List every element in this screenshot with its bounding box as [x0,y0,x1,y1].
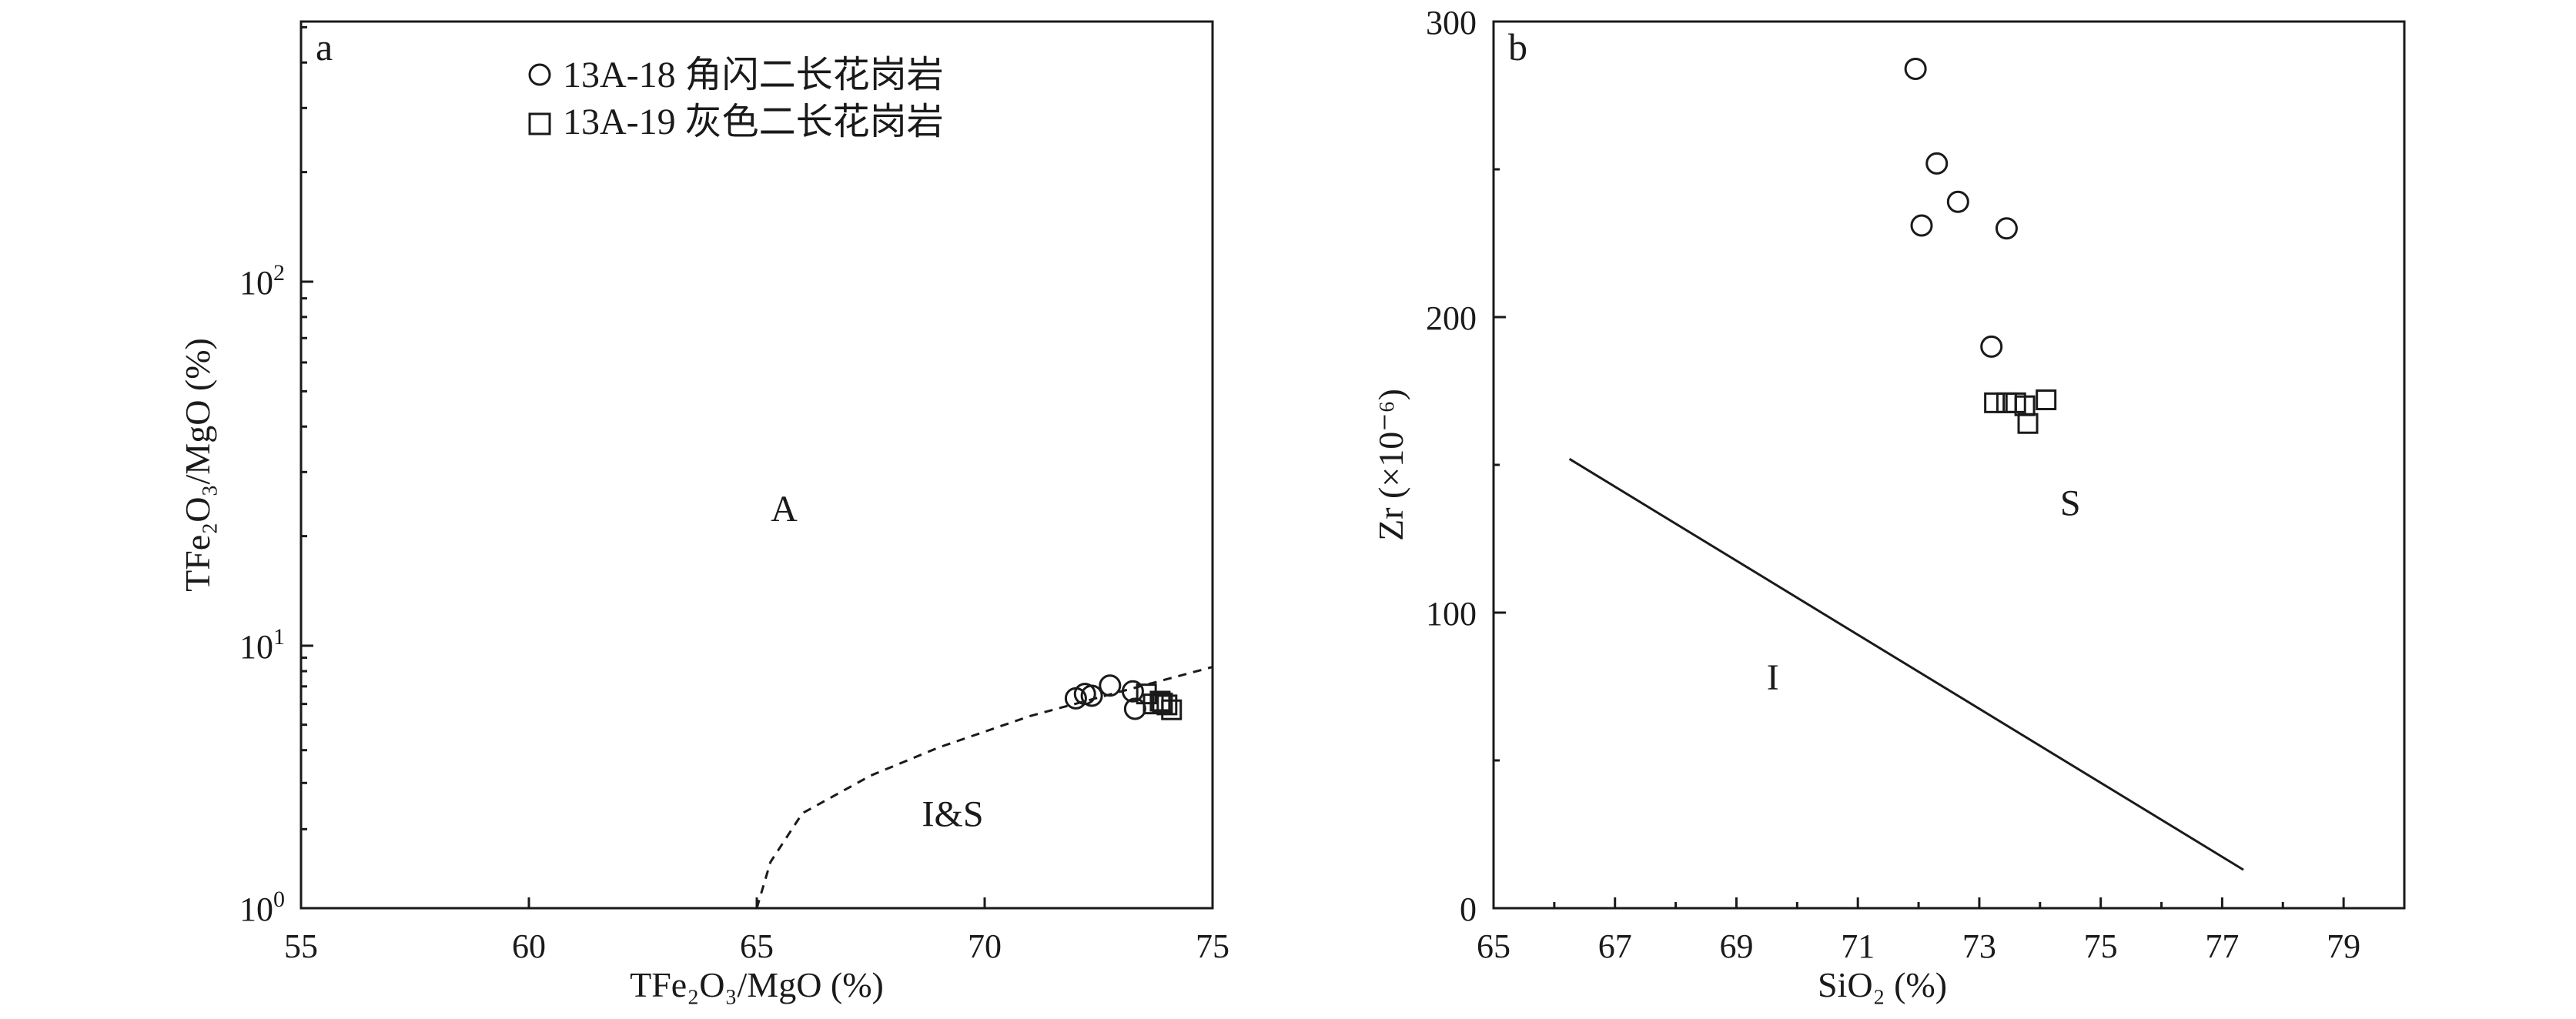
panel-b-y-ticks: 0 100 200 300 [1426,4,1506,928]
panel-a-circle-point [1080,684,1103,707]
panel-a-x-tick-label: 65 [740,927,774,965]
panel-b-x-tick-label: 67 [1598,927,1632,965]
panel-a-y-axis-label: TFe₂O₃/MgO (%) [178,338,217,592]
panel-b-x-tick-label: 65 [1477,927,1510,965]
legend-item-13a-19: 13A-19 灰色二长花岗岩 [563,102,944,142]
panel-b-points [1904,57,2057,434]
panel-b-solid-boundary [1568,458,2244,871]
panel-a-circle-point [1121,680,1144,703]
legend: 13A-18 角闪二长花岗岩 13A-19 灰色二长花岗岩 [528,55,944,142]
panel-a: a 55 60 65 70 75 100 101 102 TFe₂O₃/MgO (%) TF… [178,20,1229,1004]
panel-b-x-ticks: 65 67 69 71 73 75 77 79 [1477,897,2406,965]
panel-b-x-tick-label: 75 [2084,927,2118,965]
panel-a-x-tick-label: 75 [1196,927,1229,965]
panel-b-circle-point [1980,335,2003,358]
panel-a-x-tick-label: 55 [284,927,318,965]
panel-a-region-label: I&S [922,794,984,835]
panel-b-x-axis-label: SiO₂ (%) [1818,965,1947,1004]
panel-b-y-tick-label: 0 [1460,890,1477,928]
panel-a-frame [299,20,1214,910]
panel-b-circle-point [1946,190,1969,213]
panel-b-y-tick-label: 100 [1426,595,1477,633]
panel-a-region-label: A [771,489,798,530]
panel-b-letter: b [1508,25,1527,68]
panel-b-y-axis-label: Zr (×10⁻⁶) [1371,389,1410,541]
panel-a-x-tick-label: 70 [968,927,1002,965]
panel-a-points [1064,674,1183,720]
panel-a-x-ticks: 55 60 65 70 75 [284,897,1229,965]
panel-a-square-point [1156,694,1178,716]
panel-b-circle-point [1925,152,1949,175]
panel-b-boundary [1568,458,2244,871]
panel-b-x-tick-label: 71 [1841,927,1875,965]
panel-a-y-ticks: 100 101 102 [239,25,313,928]
panel-a-x-tick-label: 60 [512,927,546,965]
panel-b-region-label: S [2060,483,2081,523]
panel-b-x-tick-label: 73 [1962,927,1996,965]
panel-b-y-tick-label: 200 [1426,299,1477,337]
panel-a-y-tick-label: 102 [239,260,285,302]
panel-b-regions: IS [1767,483,2081,698]
panel-a-y-tick-label: 101 [239,624,285,666]
panel-a-circle-point [1099,674,1122,697]
legend-square-marker [528,112,551,135]
panel-a-x-axis-label: TFe₂O₃/MgO (%) [630,965,884,1004]
panel-a-regions: A I&S [771,489,983,835]
panel-b-square-point [2017,413,2039,434]
panel-b-x-tick-label: 79 [2327,927,2360,965]
panel-b-region-label: I [1767,657,1779,698]
panel-a-y-tick-label: 100 [239,887,285,928]
legend-item-13a-18: 13A-18 角闪二长花岗岩 [563,55,944,95]
panel-b-circle-point [1904,57,1927,80]
panel-b-square-point [1984,392,2006,413]
panel-a-letter: a [316,25,333,68]
panel-b-circle-point [1910,214,1933,237]
panel-b: b 65 67 69 71 73 75 77 79 0 100 200 300 SiO₂ (%) Z… [1371,4,2406,1004]
panel-a-square-point [1161,699,1183,720]
panel-b-frame [1492,20,2406,910]
panel-b-square-point [2036,389,2057,411]
legend-circle-marker [528,63,551,86]
panel-b-x-tick-label: 77 [2205,927,2239,965]
panel-b-y-tick-label: 300 [1426,4,1477,42]
panel-b-circle-point [1995,217,2018,240]
panel-b-x-tick-label: 69 [1719,927,1753,965]
